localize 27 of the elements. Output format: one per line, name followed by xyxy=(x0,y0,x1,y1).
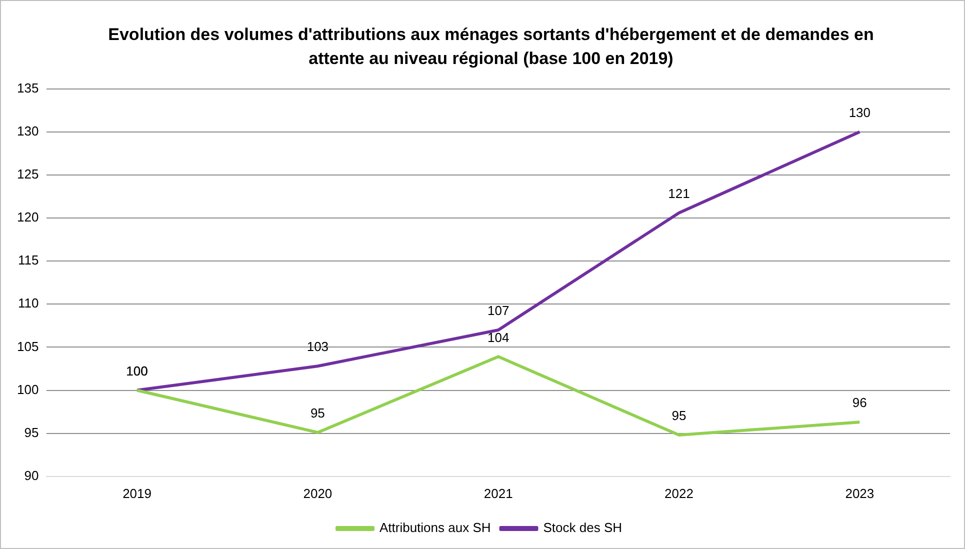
chart-title: Evolution des volumes d'attributions aux ménages sortants d'hébergement et de demandes en attente au niveau régional (base 100 en 2019) xyxy=(107,24,875,70)
y-tick-label: 130 xyxy=(16,123,39,138)
x-tick-label: 2023 xyxy=(845,486,874,501)
data-label: 107 xyxy=(487,303,510,318)
legend-label: Attributions aux SH xyxy=(379,520,491,536)
data-label: 130 xyxy=(848,104,871,120)
data-label: 95 xyxy=(310,406,325,421)
data-label: 121 xyxy=(668,186,690,201)
data-label: 95 xyxy=(672,408,686,424)
y-tick-label: 100 xyxy=(16,382,39,397)
data-label: 96 xyxy=(852,395,867,410)
legend-label: Stock des SH xyxy=(543,520,622,536)
data-label: 103 xyxy=(306,339,329,354)
y-tick-label: 90 xyxy=(24,468,39,483)
data-label: 100 xyxy=(126,363,148,378)
y-tick-label: 120 xyxy=(16,210,39,225)
y-tick-label: 135 xyxy=(16,80,39,96)
y-tick-label: 110 xyxy=(18,296,39,311)
data-label: 104 xyxy=(487,330,510,345)
y-tick-label: 95 xyxy=(24,424,39,440)
y-tick-label: 105 xyxy=(16,338,39,354)
x-tick-label: 2019 xyxy=(122,486,152,501)
x-tick-label: 2022 xyxy=(664,486,694,501)
y-tick-label: 125 xyxy=(16,166,39,182)
x-tick-label: 2021 xyxy=(484,486,513,501)
y-tick-label: 115 xyxy=(18,252,39,268)
x-tick-label: 2020 xyxy=(303,486,332,501)
